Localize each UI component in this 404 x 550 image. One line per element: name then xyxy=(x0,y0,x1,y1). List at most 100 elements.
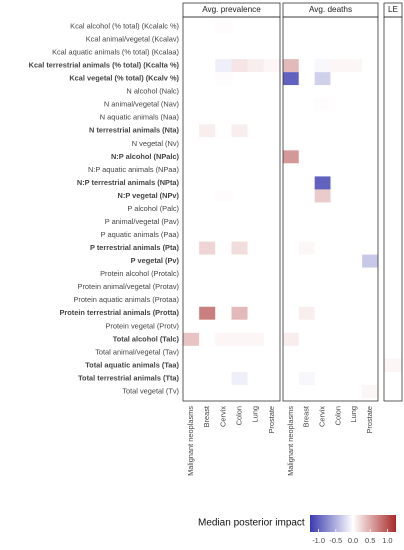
row-label: P terrestrial animals (Pta) xyxy=(90,243,180,252)
heatmap-cell xyxy=(384,111,402,125)
heatmap-cell xyxy=(283,241,299,255)
heatmap-cell xyxy=(346,150,363,164)
heatmap-cell xyxy=(298,85,315,99)
row-label: Kcal vegetal (% total) (Kcalv %) xyxy=(69,74,179,83)
heatmap-cell xyxy=(362,215,378,229)
heatmap-cell xyxy=(298,111,315,125)
heatmap-cell xyxy=(183,111,200,125)
heatmap-cell xyxy=(384,332,402,346)
heatmap-cell xyxy=(330,98,347,112)
heatmap-cell xyxy=(199,306,216,320)
heatmap-cell xyxy=(298,150,315,164)
row-label: Protein terrestrial animals (Protta) xyxy=(59,308,179,317)
heatmap-cell xyxy=(298,189,315,203)
heatmap-cell xyxy=(346,306,363,320)
heatmap-cell xyxy=(199,280,216,294)
heatmap-cell xyxy=(346,137,363,151)
heatmap-cell xyxy=(298,241,315,255)
heatmap-cell xyxy=(346,124,363,138)
heatmap-cell xyxy=(298,163,315,177)
heatmap-cell xyxy=(231,267,248,281)
heatmap-cell xyxy=(298,215,315,229)
heatmap-cell xyxy=(263,46,280,60)
heatmap-cell xyxy=(215,254,232,268)
heatmap-cell xyxy=(384,202,402,216)
heatmap-cell xyxy=(283,215,299,229)
heatmap-cell xyxy=(231,189,248,203)
heatmap-cell xyxy=(215,358,232,372)
heatmap-cell xyxy=(314,20,331,34)
heatmap-cell xyxy=(247,358,264,372)
heatmap-cell xyxy=(247,384,264,398)
heatmap-cell xyxy=(283,384,299,398)
panel-frame xyxy=(182,16,281,402)
heatmap-cell xyxy=(183,46,200,60)
row-label: Kcal animal/vegetal (Kcalav) xyxy=(86,35,179,44)
heatmap-cell xyxy=(247,189,264,203)
heatmap-cell xyxy=(215,124,232,138)
heatmap-cell xyxy=(263,358,280,372)
heatmap-cell xyxy=(346,319,363,333)
heatmap-cell xyxy=(384,176,402,190)
heatmap-cell xyxy=(330,189,347,203)
heatmap-cell xyxy=(215,371,232,385)
heatmap-cell xyxy=(298,46,315,60)
heatmap-cell xyxy=(231,111,248,125)
colorbar-tick-label: 0.5 xyxy=(365,536,375,545)
heatmap-cell xyxy=(263,254,280,268)
heatmap-cell xyxy=(283,319,299,333)
heatmap-cell xyxy=(362,150,378,164)
heatmap-cell xyxy=(263,20,280,34)
heatmap-cell xyxy=(298,202,315,216)
heatmap-cell xyxy=(247,280,264,294)
heatmap-cell xyxy=(298,358,315,372)
heatmap-cell xyxy=(283,46,299,60)
heatmap-cell xyxy=(215,137,232,151)
row-label: Total terrestrial animals (Tta) xyxy=(78,373,179,382)
row-label: N:P terrestrial animals (NPta) xyxy=(77,178,180,187)
heatmap-cell xyxy=(199,150,216,164)
heatmap-cell xyxy=(231,20,248,34)
heatmap-cell xyxy=(384,20,402,34)
heatmap-cell xyxy=(199,319,216,333)
heatmap-cell xyxy=(263,241,280,255)
heatmap-cell xyxy=(314,306,331,320)
heatmap-cell xyxy=(215,189,232,203)
heatmap-cell xyxy=(183,319,200,333)
heatmap-cell xyxy=(247,345,264,359)
heatmap-cell xyxy=(183,254,200,268)
heatmap-cell xyxy=(314,176,331,190)
heatmap-cell xyxy=(330,163,347,177)
heatmap-cell xyxy=(183,72,200,86)
heatmap-cell xyxy=(314,358,331,372)
row-label: N:P aquatic animals (NPaa) xyxy=(88,165,179,174)
heatmap-cell xyxy=(314,150,331,164)
heatmap-cell xyxy=(283,332,299,346)
heatmap-cell xyxy=(330,228,347,242)
row-label: P vegetal (Pv) xyxy=(131,256,180,265)
heatmap-cell xyxy=(346,163,363,177)
heatmap-cell xyxy=(183,384,200,398)
heatmap-cell xyxy=(283,280,299,294)
heatmap-cell xyxy=(231,384,248,398)
heatmap-cell xyxy=(199,202,216,216)
heatmap-cell xyxy=(183,189,200,203)
heatmap-cell xyxy=(283,371,299,385)
heatmap-cell xyxy=(384,280,402,294)
heatmap-cell xyxy=(199,20,216,34)
heatmap-cell xyxy=(283,228,299,242)
heatmap-cell xyxy=(231,371,248,385)
heatmap-cell xyxy=(247,124,264,138)
heatmap-cell xyxy=(362,267,378,281)
heatmap-cell xyxy=(199,358,216,372)
heatmap-cell xyxy=(314,124,331,138)
heatmap-cell xyxy=(362,85,378,99)
heatmap-cell xyxy=(330,59,347,73)
heatmap-cell xyxy=(330,46,347,60)
heatmap-cell xyxy=(183,332,200,346)
heatmap-cell xyxy=(263,163,280,177)
heatmap-cell xyxy=(231,254,248,268)
heatmap-cell xyxy=(215,176,232,190)
heatmap-cell xyxy=(346,98,363,112)
heatmap-cell xyxy=(330,111,347,125)
